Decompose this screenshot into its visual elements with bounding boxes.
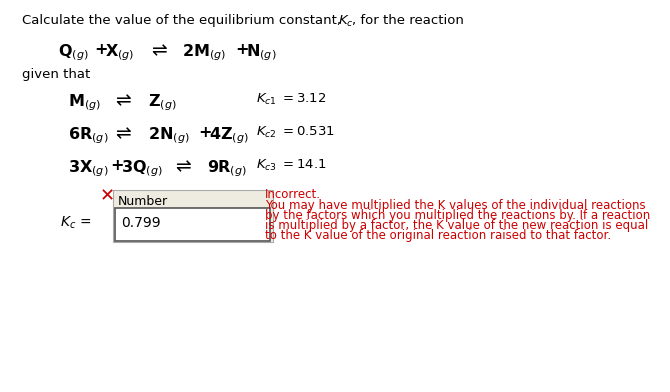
- Text: ✕: ✕: [100, 187, 115, 205]
- Text: $\rightleftharpoons$: $\rightleftharpoons$: [112, 124, 133, 143]
- Text: $\mathbf{Q}_{(g)}$: $\mathbf{Q}_{(g)}$: [58, 42, 88, 63]
- Text: $\mathbf{2M}_{(g)}$: $\mathbf{2M}_{(g)}$: [182, 42, 226, 63]
- Text: $\mathbf{9R}_{(g)}$: $\mathbf{9R}_{(g)}$: [207, 158, 247, 179]
- Text: $\mathbf{3X}_{(g)}$: $\mathbf{3X}_{(g)}$: [68, 158, 109, 179]
- Text: $\mathbf{+}$: $\mathbf{+}$: [235, 42, 249, 57]
- Text: $K_{c3}$: $K_{c3}$: [256, 158, 277, 173]
- Text: You may have multiplied the K values of the individual reactions: You may have multiplied the K values of …: [265, 199, 646, 212]
- Text: , for the reaction: , for the reaction: [352, 14, 464, 27]
- Text: $\mathbf{2N}_{(g)}$: $\mathbf{2N}_{(g)}$: [148, 125, 190, 145]
- Text: $= 14.1$: $= 14.1$: [280, 158, 326, 171]
- Text: 0.799: 0.799: [121, 216, 161, 230]
- Text: $K_{c1}$: $K_{c1}$: [256, 92, 277, 107]
- FancyBboxPatch shape: [115, 208, 270, 241]
- Text: $= 3.12$: $= 3.12$: [280, 92, 326, 105]
- Text: to the K value of the original reaction raised to that factor.: to the K value of the original reaction …: [265, 229, 611, 242]
- Text: $\rightleftharpoons$: $\rightleftharpoons$: [172, 157, 192, 176]
- FancyBboxPatch shape: [113, 190, 273, 242]
- Text: by the factors which you multiplied the reactions by. If a reaction: by the factors which you multiplied the …: [265, 209, 651, 222]
- Text: $\rightleftharpoons$: $\rightleftharpoons$: [148, 41, 168, 60]
- Text: $K_c\, =$: $K_c\, =$: [60, 215, 92, 231]
- Text: Calculate the value of the equilibrium constant,: Calculate the value of the equilibrium c…: [22, 14, 345, 27]
- Text: $K_{c2}$: $K_{c2}$: [256, 125, 277, 140]
- Text: $\mathbf{Z}_{(g)}$: $\mathbf{Z}_{(g)}$: [148, 92, 177, 113]
- Text: $K_c$: $K_c$: [338, 14, 354, 29]
- Text: $\mathbf{+}$: $\mathbf{+}$: [94, 42, 108, 57]
- Text: $\mathbf{4Z}_{(g)}$: $\mathbf{4Z}_{(g)}$: [209, 125, 249, 145]
- Text: Number: Number: [118, 195, 168, 208]
- Text: $\mathbf{3Q}_{(g)}$: $\mathbf{3Q}_{(g)}$: [121, 158, 163, 179]
- Text: $\mathbf{+}$: $\mathbf{+}$: [198, 125, 212, 140]
- Text: $\mathbf{6R}_{(g)}$: $\mathbf{6R}_{(g)}$: [68, 125, 109, 145]
- Text: $\rightleftharpoons$: $\rightleftharpoons$: [112, 91, 133, 110]
- Text: $\mathbf{X}_{(g)}$: $\mathbf{X}_{(g)}$: [105, 42, 135, 63]
- Text: given that: given that: [22, 68, 90, 81]
- Text: is multiplied by a factor, the K value of the new reaction is equal: is multiplied by a factor, the K value o…: [265, 219, 649, 232]
- Text: $\mathbf{M}_{(g)}$: $\mathbf{M}_{(g)}$: [68, 92, 101, 113]
- Text: $\mathbf{+}$: $\mathbf{+}$: [110, 158, 124, 173]
- Text: $= 0.531$: $= 0.531$: [280, 125, 335, 138]
- Text: Incorrect.: Incorrect.: [265, 188, 321, 201]
- Text: $\mathbf{N}_{(g)}$: $\mathbf{N}_{(g)}$: [246, 42, 277, 63]
